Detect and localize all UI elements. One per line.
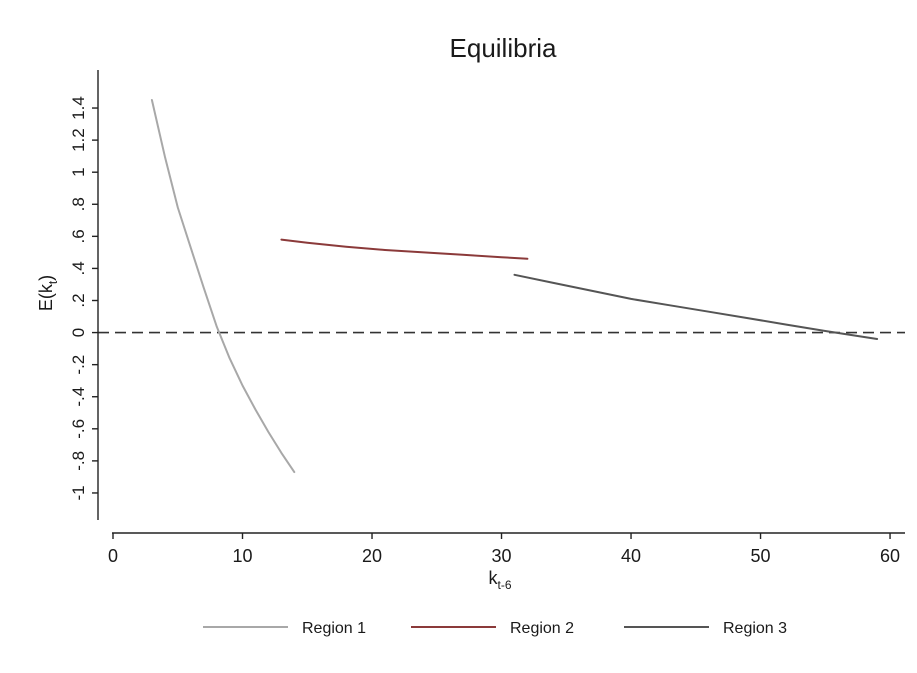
y-tick-label: 1.2	[69, 128, 88, 152]
x-axis-label-main: k	[488, 568, 498, 588]
legend-label-region-2: Region 2	[510, 620, 574, 637]
y-axis-label-close: )	[36, 275, 56, 281]
y-tick-label: .8	[69, 197, 88, 211]
x-tick-label: 10	[232, 546, 252, 566]
y-tick-label: -.6	[69, 419, 88, 439]
x-tick-label: 50	[751, 546, 771, 566]
y-tick-label: .4	[69, 261, 88, 275]
x-axis-label: kt-6	[488, 568, 511, 592]
legend-label-region-3: Region 3	[723, 620, 787, 637]
axes: -1 -.8 -.6 -.4 -.2 0 .2 .4 .6 .8 1 1.2 1.4 0 10 20 30 40 5…	[69, 70, 905, 566]
x-tick-label: 60	[880, 546, 900, 566]
y-axis-label-subscript: t	[46, 280, 60, 284]
y-tick-label: .2	[69, 293, 88, 307]
series-line-region-3	[513, 273, 879, 340]
x-tick-label: 30	[492, 546, 512, 566]
legend: Region 1 Region 2 Region 3	[203, 620, 787, 637]
plot-area	[98, 99, 905, 474]
series-line-region-1	[150, 99, 296, 474]
y-axis-label-main: E(k	[36, 283, 56, 311]
chart-title: Equilibria	[450, 33, 557, 63]
y-tick-label: -.8	[69, 451, 88, 471]
y-tick-label: 1	[69, 167, 88, 176]
y-tick-label: .6	[69, 229, 88, 243]
x-tick-label: 40	[621, 546, 641, 566]
y-tick-label: 0	[69, 328, 88, 337]
y-tick-label: 1.4	[69, 96, 88, 120]
y-tick-label: -1	[69, 485, 88, 500]
x-tick-label: 20	[362, 546, 382, 566]
y-tick-label: -.4	[69, 387, 88, 407]
y-axis-label: E(kt)	[36, 275, 60, 311]
x-tick-label: 0	[108, 546, 118, 566]
x-axis-label-subscript: t-6	[497, 578, 511, 592]
legend-label-region-1: Region 1	[302, 620, 366, 637]
series-line-region-2	[280, 238, 529, 260]
y-tick-label: -.2	[69, 355, 88, 375]
